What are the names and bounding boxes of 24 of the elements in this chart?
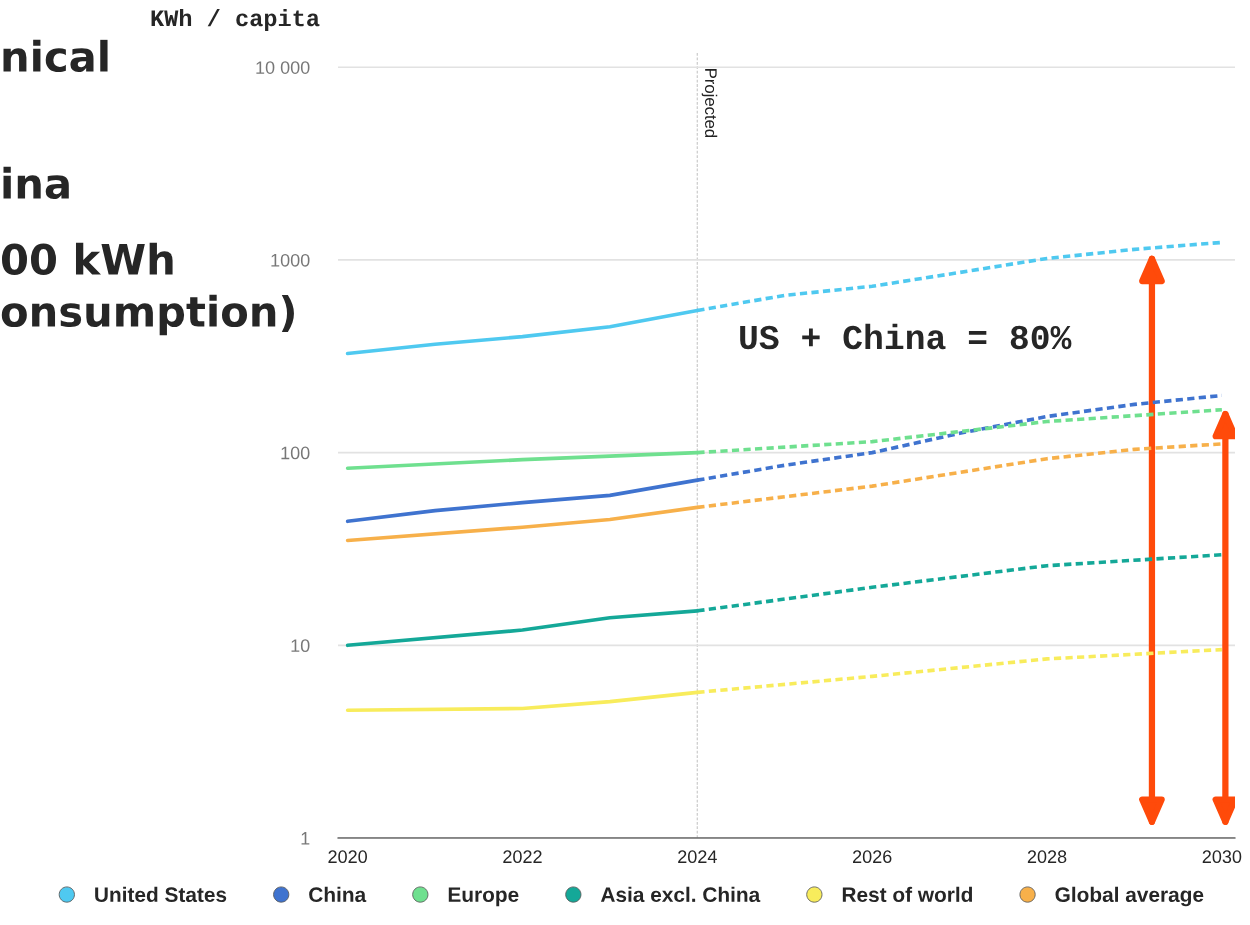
annotation: US + China = 80%: [740, 323, 1072, 350]
x-tick-label: 2030: [1202, 850, 1242, 864]
text: nical: [3, 39, 108, 73]
y-tick-label: 1000: [271, 253, 310, 267]
x-tick-label: 2022: [503, 850, 542, 864]
text: onsumption): [1, 294, 294, 336]
text: ina: [3, 166, 69, 200]
x-tick-label: 2024: [678, 850, 717, 864]
y-tick-label: 100: [281, 446, 310, 460]
text: 00 kWh: [1, 242, 173, 276]
y-tick-label: 10 000: [256, 61, 310, 74]
legend-label: United States: [95, 886, 227, 903]
legend-label: China: [309, 886, 367, 903]
y-tick-label: 1: [301, 832, 310, 845]
x-tick-label: 2028: [1027, 850, 1067, 864]
legend-label: Rest of world: [842, 886, 973, 903]
y-tick-label: 10: [291, 639, 310, 653]
x-tick-label: 2020: [328, 850, 367, 864]
ref-line-label: Projected: [701, 69, 718, 138]
x-tick-label: 2026: [853, 850, 892, 864]
legend-label: Europe: [448, 887, 519, 907]
legend-label: Asia excl. China: [600, 886, 761, 903]
legend-label: Global average: [1055, 886, 1204, 907]
y-axis-title: KWh / capita: [151, 9, 320, 31]
